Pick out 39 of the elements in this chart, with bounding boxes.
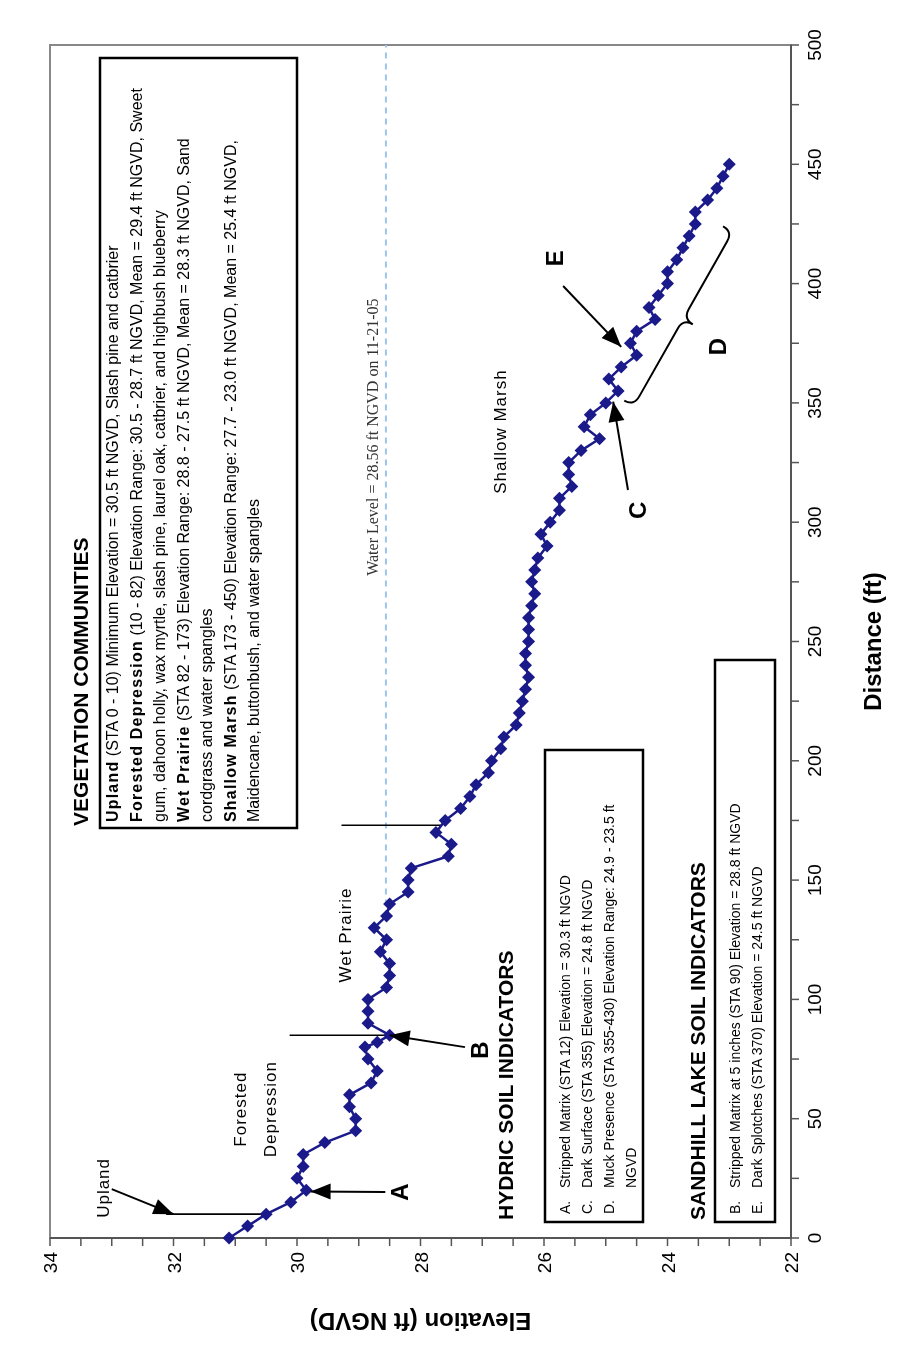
text: C. Dark Surface (STA 355) Elevation = 24.8 ft NGVD: [579, 879, 595, 1214]
text: A. Stripped Matrix (STA 12) Elevation = 30.3 ft NGVD: [557, 875, 573, 1214]
x-tick-label: 28: [410, 1252, 432, 1274]
annotation: Shallow Marsh: [491, 369, 511, 494]
annotation: D: [704, 337, 732, 356]
y-tick-label: 100: [804, 983, 825, 1016]
ref-line-label: Water Level = 28.56 ft NGVD on 11-21-05: [363, 298, 381, 576]
text: Upland (STA 0 - 10) Minimum Elevation = 30.5 ft NGVD, Slash pine and catbrier: [104, 245, 121, 822]
annotation: C: [623, 501, 651, 519]
annotation: B: [465, 1041, 493, 1059]
annotation: HYDRIC SOIL INDICATORS: [494, 950, 517, 1220]
y-tick-label: 150: [804, 864, 825, 896]
y-tick-label: 200: [804, 744, 825, 777]
x-tick-label: 24: [657, 1251, 679, 1274]
x-tick-label: 30: [287, 1252, 308, 1274]
y-tick-label: 350: [804, 387, 825, 419]
y-tick-label: 500: [804, 29, 825, 61]
text: B. Stripped Matrix at 5 inches (STA 90) Elevation = 28.8 ft NGVD: [727, 803, 743, 1214]
annotation: Upland: [94, 1157, 114, 1218]
x-tick-label: 22: [781, 1252, 802, 1274]
annotation: A: [386, 1183, 414, 1201]
annotation: Forested Depression: [231, 1061, 281, 1158]
annotation: E: [541, 250, 569, 267]
x-tick-label: 34: [40, 1251, 61, 1274]
text: D. Muck Presence (STA 355-430) Elevation Range: 24.9 - 23.5 ft NGVD: [601, 804, 639, 1214]
annotation: Wet Prairie: [336, 887, 356, 983]
x-axis-title: Elevation (ft NGVD): [309, 1308, 532, 1335]
annotation: VEGETATION COMMUNITIES: [69, 537, 92, 826]
y-axis-title: Distance (ft): [859, 572, 886, 711]
y-tick-label: 0: [804, 1232, 825, 1244]
y-tick-label: 250: [804, 625, 825, 658]
x-tick-label: 26: [534, 1252, 555, 1274]
y-tick-label: 50: [804, 1108, 825, 1130]
y-tick-label: 450: [804, 148, 825, 181]
x-tick-label: 32: [163, 1252, 185, 1274]
annotation: SANDHILL LAKE SOIL INDICATORS: [686, 862, 709, 1220]
text: E. Dark Splotches (STA 370) Elevation = 24.5 ft NGVD: [749, 866, 765, 1214]
y-tick-label: 300: [804, 506, 825, 539]
y-tick-label: 400: [804, 267, 825, 300]
